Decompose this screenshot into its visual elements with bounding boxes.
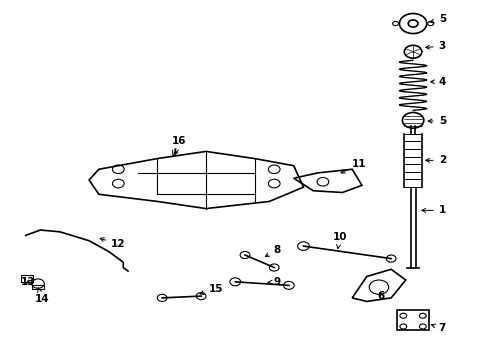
Text: 13: 13 xyxy=(21,277,35,287)
Text: 16: 16 xyxy=(172,136,187,153)
Text: 11: 11 xyxy=(341,159,367,173)
Text: 12: 12 xyxy=(100,238,125,249)
Text: 4: 4 xyxy=(431,77,446,87)
Text: 15: 15 xyxy=(200,284,223,294)
Text: 5: 5 xyxy=(428,116,446,126)
Text: 6: 6 xyxy=(378,291,385,301)
Text: 3: 3 xyxy=(426,41,446,51)
Bar xyxy=(397,310,429,330)
Text: 14: 14 xyxy=(34,288,49,303)
Text: 7: 7 xyxy=(431,323,446,333)
Text: 1: 1 xyxy=(422,205,446,215)
Text: 10: 10 xyxy=(333,232,347,249)
Text: 5: 5 xyxy=(430,14,446,24)
Bar xyxy=(21,275,33,282)
Text: 9: 9 xyxy=(268,277,280,287)
Bar xyxy=(31,285,44,289)
Text: 2: 2 xyxy=(426,156,446,165)
Text: 8: 8 xyxy=(266,245,280,257)
